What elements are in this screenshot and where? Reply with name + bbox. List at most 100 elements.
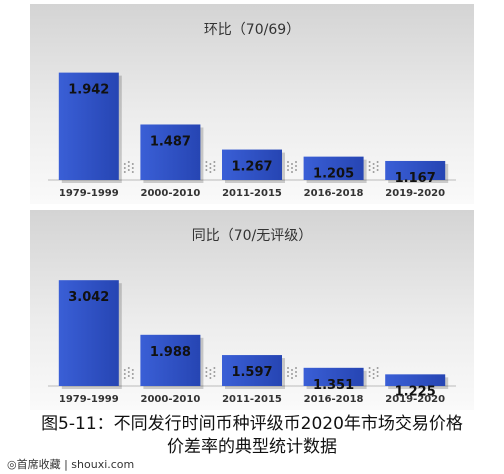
tongbi-connector-dot <box>127 367 130 369</box>
tongbi-connector-dot <box>291 377 293 379</box>
huanbi-value-label: 1.167 <box>395 171 436 186</box>
huanbi-connector-dot <box>291 167 293 169</box>
huanbi-connector-dot <box>291 171 293 173</box>
tongbi-value-label: 3.042 <box>68 290 109 305</box>
chart-huanbi-svg: 环比（70/69） 1.942 1979-1999 1.487 2000-2010 1.2… <box>30 4 474 204</box>
watermark: ◎首席收藏 | shouxi.com <box>4 456 138 472</box>
tongbi-value-label: 1.225 <box>395 384 436 399</box>
tongbi-connector-dot <box>376 375 379 377</box>
huanbi-connector-dot <box>205 165 208 167</box>
huanbi-connector-dot <box>287 169 289 171</box>
tongbi-connector-dot <box>295 371 297 373</box>
huanbi-connector-dot <box>372 171 375 173</box>
huanbi-connector-dot <box>127 169 130 171</box>
tongbi-connector-dot <box>368 375 371 377</box>
tongbi-bar-2011-2015 <box>222 355 282 386</box>
huanbi-value-label: 1.942 <box>68 83 109 98</box>
tongbi-connector-dot <box>368 371 371 373</box>
tongbi-connector-dot <box>372 369 375 371</box>
tongbi-connector-dot <box>209 369 212 371</box>
chart-tongbi: 同比（70/无评级） 3.042 1979-1999 1.988 2000-2010 1.… <box>30 210 474 410</box>
huanbi-connector-dot <box>209 163 212 165</box>
tongbi-connector-dot <box>127 371 130 373</box>
tongbi-connector-dot <box>376 367 379 369</box>
tongbi-connector-dot <box>205 371 208 373</box>
tongbi-tick-label: 2016-2018 <box>304 394 364 405</box>
tongbi-connector-dot <box>127 375 130 377</box>
huanbi-connector-dot <box>209 171 212 173</box>
tongbi-tick-label: 2000-2010 <box>140 394 200 405</box>
huanbi-connector-dot <box>291 163 293 165</box>
huanbi-connector-dot <box>213 161 216 163</box>
huanbi-connector-dot <box>287 161 289 163</box>
huanbi-bar-2000-2010 <box>140 124 201 180</box>
tongbi-connector-dot <box>213 375 216 377</box>
tongbi-connector-dot <box>295 375 297 377</box>
tongbi-bar-1979-1999 <box>58 280 119 386</box>
tongbi-connector-dot <box>213 367 216 369</box>
huanbi-connector-dot <box>368 161 371 163</box>
huanbi-bar-1979-1999 <box>58 72 119 180</box>
tongbi-connector-dot <box>209 373 212 375</box>
huanbi-connector-dot <box>127 161 130 163</box>
huanbi-bar-2016-2018 <box>303 156 364 180</box>
caption-line-2: 价差率的典型统计数据 <box>167 437 337 457</box>
huanbi-bar-2019-2020 <box>385 160 446 180</box>
huanbi-connector-dot <box>131 171 134 173</box>
huanbi-connector-dot <box>205 161 208 163</box>
tongbi-tick-label: 1979-1999 <box>59 394 119 405</box>
huanbi-value-label: 1.487 <box>150 134 191 149</box>
huanbi-bar-2011-2015 <box>222 149 282 180</box>
tongbi-bar-2019-2020 <box>385 374 446 386</box>
huanbi-tick-label: 2011-2015 <box>222 188 282 199</box>
tongbi-connector-dot <box>123 377 126 379</box>
huanbi-tick-label: 2016-2018 <box>304 188 364 199</box>
huanbi-connector-dot <box>376 169 379 171</box>
tongbi-connector-dot <box>372 373 375 375</box>
tongbi-connector-dot <box>123 369 126 371</box>
huanbi-connector-dot <box>376 161 379 163</box>
tongbi-connector-dot <box>291 373 293 375</box>
huanbi-tick-label: 2019-2020 <box>385 188 445 199</box>
tongbi-value-label: 1.988 <box>150 345 191 360</box>
tongbi-connector-dot <box>295 367 297 369</box>
huanbi-connector-dot <box>209 167 212 169</box>
tongbi-connector-dot <box>123 373 126 375</box>
huanbi-connector-dot <box>372 163 375 165</box>
tongbi-connector-dot <box>205 367 208 369</box>
huanbi-connector-dot <box>368 169 371 171</box>
huanbi-tick-label: 2000-2010 <box>140 188 200 199</box>
tongbi-connector-dot <box>131 373 134 375</box>
tongbi-connector-dot <box>209 377 212 379</box>
huanbi-connector-dot <box>123 171 126 173</box>
tongbi-connector-dot <box>213 371 216 373</box>
chart-tongbi-svg: 同比（70/无评级） 3.042 1979-1999 1.988 2000-2010 1.… <box>30 210 474 410</box>
huanbi-connector-dot <box>368 165 371 167</box>
huanbi-connector-dot <box>213 165 216 167</box>
tongbi-value-label: 1.597 <box>231 365 272 380</box>
huanbi-connector-dot <box>123 163 126 165</box>
huanbi-connector-dot <box>287 165 289 167</box>
tongbi-tick-label: 2011-2015 <box>222 394 282 405</box>
chart-huanbi: 环比（70/69） 1.942 1979-1999 1.487 2000-2010 1.2… <box>30 4 474 204</box>
huanbi-connector-dot <box>376 165 379 167</box>
tongbi-tick-label: 2019-2020 <box>385 394 445 405</box>
tongbi-connector-dot <box>291 369 293 371</box>
figure-caption: 图5-11：不同发行时间币种评级币2020年市场交易价格 价差率的典型统计数据 <box>0 413 504 459</box>
tongbi-connector-dot <box>131 369 134 371</box>
tongbi-connector-dot <box>368 367 371 369</box>
tongbi-connector-dot <box>376 371 379 373</box>
huanbi-value-label: 1.205 <box>313 167 354 182</box>
huanbi-value-label: 1.267 <box>231 160 272 175</box>
tongbi-connector-dot <box>287 375 289 377</box>
tongbi-bar-2000-2010 <box>140 334 201 386</box>
huanbi-tick-label: 1979-1999 <box>59 188 119 199</box>
tongbi-title: 同比（70/无评级） <box>192 228 313 244</box>
huanbi-connector-dot <box>295 169 297 171</box>
huanbi-connector-dot <box>372 167 375 169</box>
huanbi-connector-dot <box>295 161 297 163</box>
huanbi-connector-dot <box>123 167 126 169</box>
huanbi-title: 环比（70/69） <box>204 22 300 38</box>
huanbi-connector-dot <box>127 165 130 167</box>
huanbi-connector-dot <box>131 163 134 165</box>
